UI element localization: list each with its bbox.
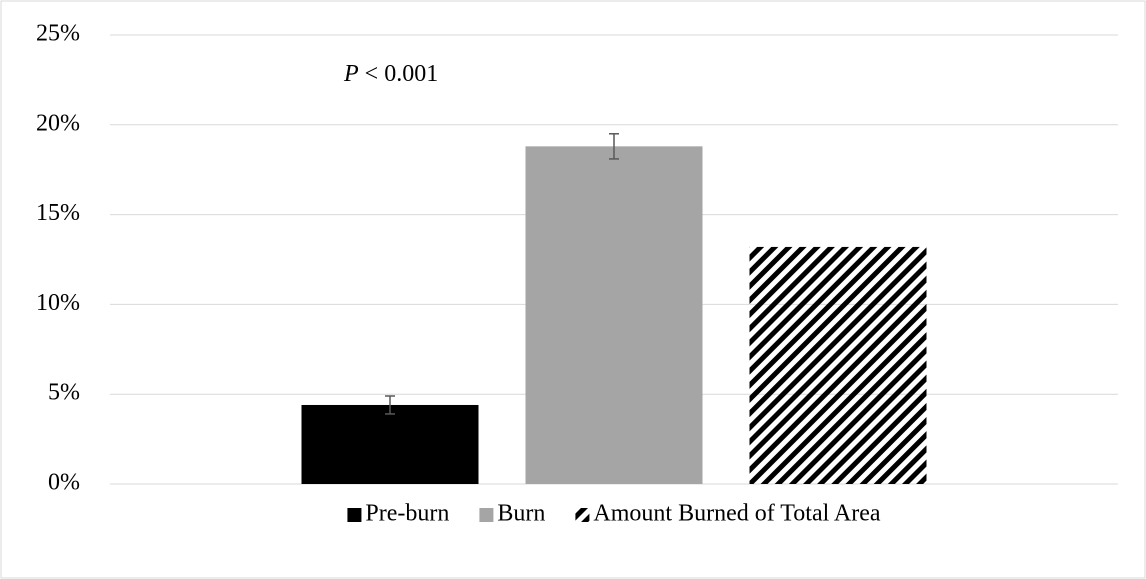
y-tick-label: 15% [36, 200, 80, 226]
annotation: P < 0.001 [343, 61, 438, 87]
bar [749, 246, 927, 484]
bar [525, 146, 703, 485]
bar [301, 404, 479, 484]
y-tick-label: 10% [36, 290, 80, 316]
legend-marker [479, 508, 494, 522]
legend-label: Pre-burn [365, 501, 449, 527]
legend-marker [575, 508, 590, 522]
y-tick-label: 25% [36, 21, 80, 47]
y-tick-label: 5% [48, 380, 80, 406]
annotation-text: < 0.001 [365, 61, 439, 87]
y-tick-label: 0% [48, 470, 80, 496]
legend-label: Burn [497, 501, 545, 527]
legend-marker [347, 508, 362, 522]
annotation-italic: P [343, 61, 359, 87]
legend-label: Amount Burned of Total Area [593, 501, 881, 527]
y-tick-label: 20% [36, 110, 80, 136]
